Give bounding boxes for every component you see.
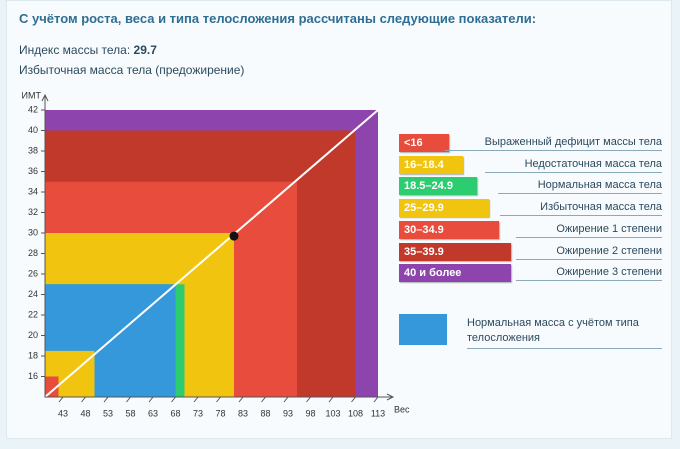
- legend-swatch: 25–29.9: [399, 199, 489, 218]
- legend-label: Ожирение 2 степени: [516, 245, 662, 260]
- x-tick: [216, 396, 221, 403]
- legend-label: Недостаточная масса тела: [484, 158, 662, 173]
- y-tick-label: 24: [28, 289, 38, 299]
- x-tick: [373, 396, 379, 403]
- x-tick: [306, 396, 311, 403]
- title: С учётом роста, веса и типа телосложения…: [19, 11, 537, 26]
- y-tick-label: 22: [28, 309, 38, 319]
- x-tick-label: 43: [58, 408, 68, 418]
- x-tick-label: 113: [371, 408, 385, 418]
- x-tick-label: 83: [238, 408, 248, 418]
- x-tick: [193, 396, 199, 403]
- y-tick-label: 40: [28, 125, 38, 135]
- bmi-label: Индекс массы тела:: [19, 43, 131, 57]
- legend-label: Ожирение 1 степени: [516, 223, 662, 238]
- diagonal-line: [44, 109, 379, 398]
- x-tick-label: 58: [125, 408, 135, 418]
- x-tick: [126, 396, 131, 403]
- x-tick: [148, 396, 154, 403]
- x-tick-label: 53: [103, 408, 113, 418]
- x-tick: [238, 396, 244, 403]
- x-tick: [58, 396, 64, 403]
- y-axis-label: ИМТ: [22, 90, 42, 100]
- bmi-point: [229, 231, 239, 241]
- bmi-value: 29.7: [133, 43, 157, 57]
- legend-swatch: 18.5–24.9: [399, 177, 477, 196]
- axes: [44, 96, 392, 398]
- y-tick-label: 16: [28, 371, 38, 381]
- y-tick-label: 26: [28, 268, 38, 278]
- x-tick: [103, 396, 109, 403]
- y-tick-label: 30: [28, 227, 38, 237]
- x-tick: [261, 396, 266, 403]
- status: Избыточная масса тела (предожирение): [19, 63, 245, 77]
- legend-label: Избыточная масса тела: [500, 201, 662, 217]
- legend-swatch: <16: [399, 134, 449, 152]
- x-tick: [351, 396, 356, 403]
- y-tick-label: 34: [28, 186, 38, 196]
- x-tick-label: 78: [215, 408, 225, 418]
- bmi-line: Индекс массы тела: 29.7: [19, 43, 157, 57]
- y-tick-label: 36: [28, 166, 38, 176]
- y-tick-label: 20: [28, 330, 38, 340]
- x-axis-label: Вес: [394, 404, 410, 414]
- x-tick-label: 68: [170, 408, 180, 418]
- y-tick-label: 38: [28, 145, 38, 155]
- legend-label: Нормальная масса тела: [497, 179, 662, 195]
- x-tick-label: 108: [348, 408, 363, 418]
- x-tick-label: 63: [148, 408, 158, 418]
- x-tick-label: 103: [325, 408, 340, 418]
- legend-swatch: 35–39.9: [399, 242, 511, 261]
- zone: [45, 376, 59, 397]
- x-tick-label: 98: [305, 408, 315, 418]
- y-tick-label: 28: [28, 248, 38, 258]
- legend-label: Выраженный дефицит массы тела: [444, 136, 662, 151]
- y-tick-label: 32: [28, 207, 38, 217]
- arrow: [41, 93, 395, 401]
- y-tick-label: 42: [28, 104, 38, 114]
- y-tick-label: 18: [28, 350, 38, 360]
- x-tick-label: 93: [283, 408, 293, 418]
- x-tick: [328, 396, 334, 403]
- legend-label: Нормальная масса с учётом типа телосложе…: [467, 316, 662, 349]
- legend-swatch: 30–34.9: [399, 220, 499, 239]
- x-tick: [81, 396, 86, 403]
- x-tick: [283, 396, 289, 403]
- legend-swatch: 16–18.4: [399, 155, 463, 174]
- x-tick: [171, 396, 176, 403]
- legend-swatch: [399, 314, 447, 345]
- legend-label: Ожирение 3 степени: [516, 266, 662, 282]
- x-tick-label: 48: [80, 408, 90, 418]
- x-tick-label: 73: [193, 408, 203, 418]
- legend-swatch: 40 и более: [399, 264, 511, 283]
- x-tick-label: 88: [260, 408, 270, 418]
